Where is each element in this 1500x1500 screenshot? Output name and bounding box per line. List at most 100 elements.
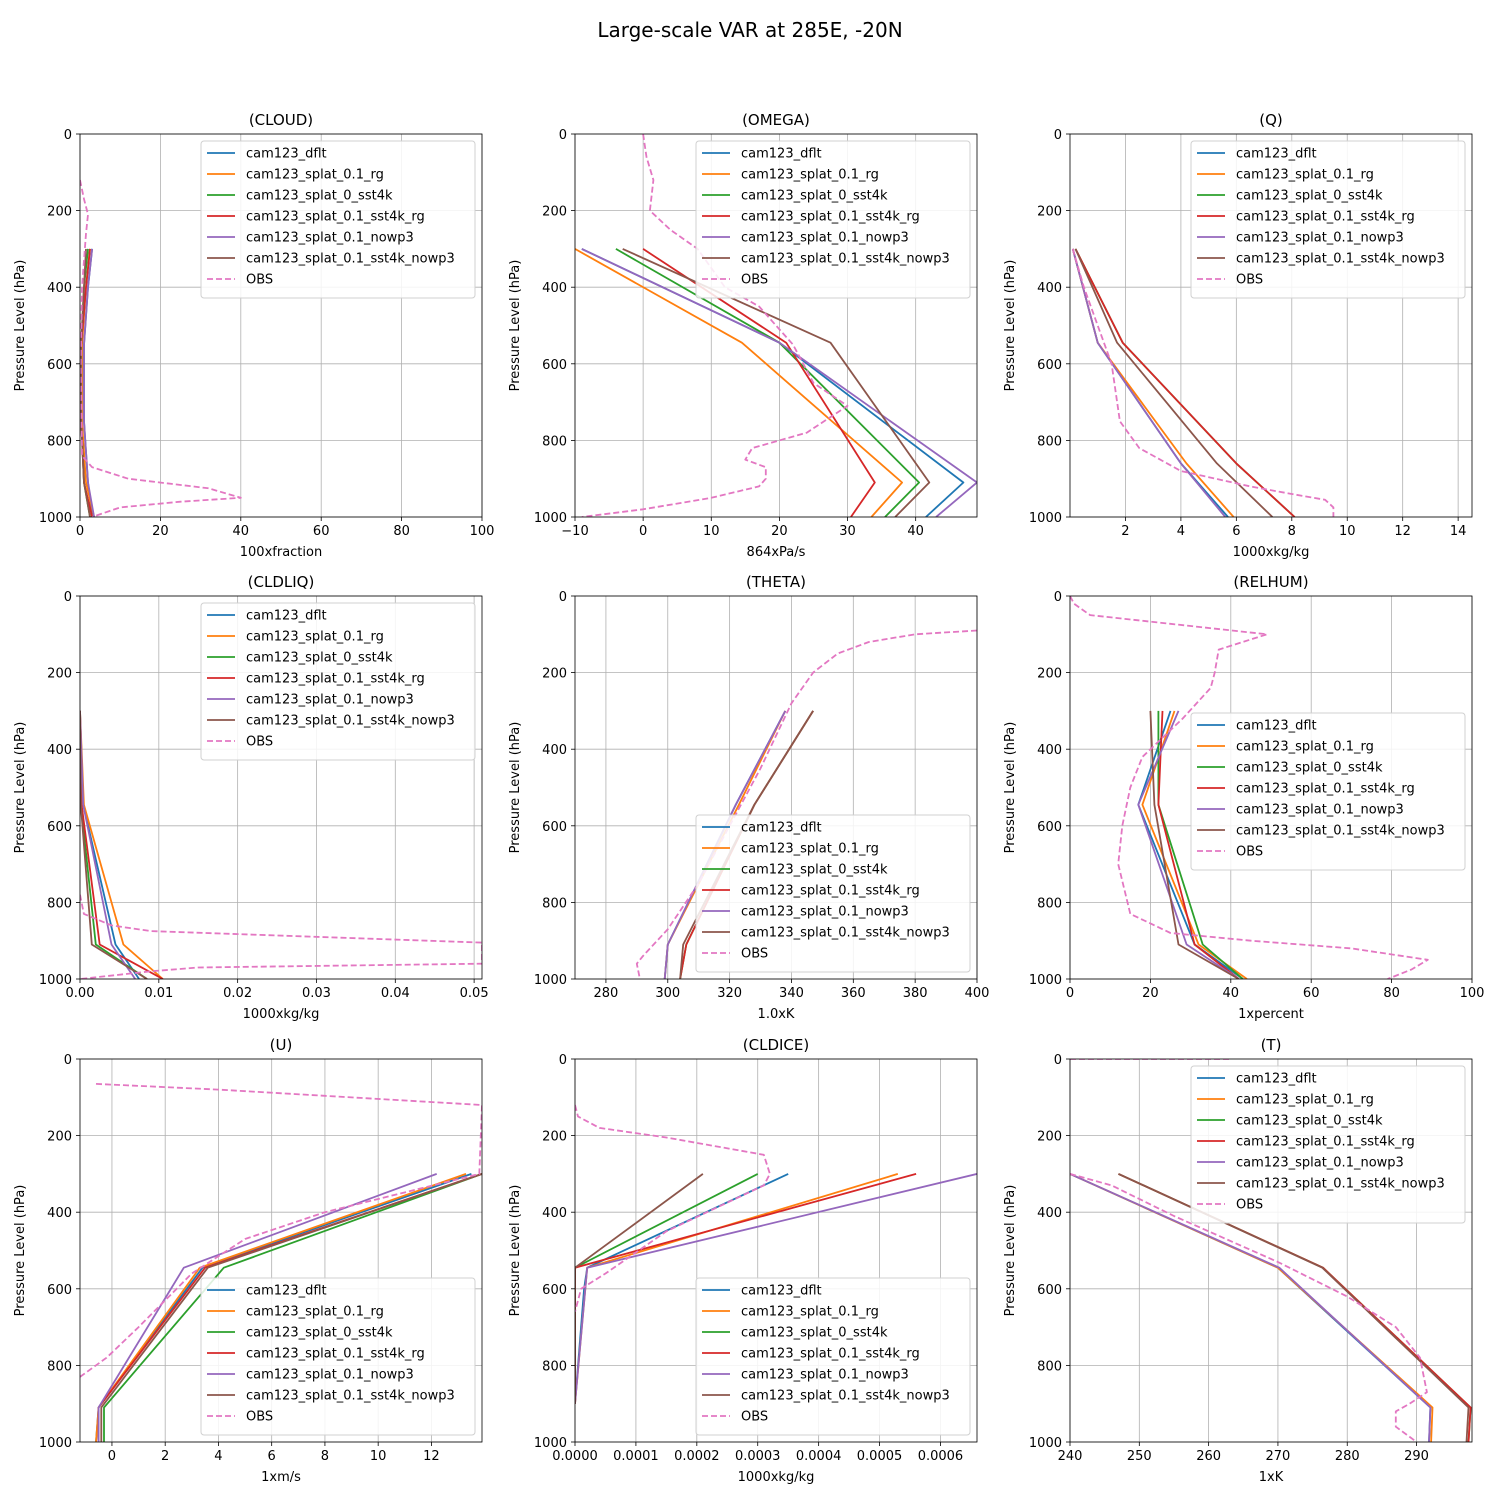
legend: cam123_dflt cam123_splat_0.1_rg cam123_spl… <box>1190 712 1466 871</box>
x-tick-label: 12 <box>1394 524 1411 539</box>
x-tick-label: 0 <box>1066 986 1074 1001</box>
legend-label: cam123_splat_0.1_sst4k_nowp3 <box>1236 1177 1445 1192</box>
y-tick-label: 400 <box>47 743 72 758</box>
x-tick-label: 2 <box>1121 524 1129 539</box>
x-tick-label: 2 <box>161 1449 169 1464</box>
legend-label: cam123_splat_0_sst4k <box>246 189 393 204</box>
y-tick-label: 600 <box>47 1283 72 1298</box>
x-tick-label: 250 <box>1127 1449 1152 1464</box>
series-line-cam123_splat_0-1_rg <box>575 248 903 517</box>
y-tick-label: 600 <box>47 358 72 373</box>
legend: cam123_dflt cam123_splat_0.1_rg cam123_spl… <box>695 1277 971 1436</box>
x-tick-label: 10 <box>370 1449 387 1464</box>
y-tick-label: 200 <box>1037 667 1062 682</box>
legend-label: cam123_splat_0.1_rg <box>741 168 879 183</box>
subplot-title: (OMEGA) <box>742 111 810 129</box>
y-tick-label: 1000 <box>39 511 72 526</box>
legend-label: OBS <box>1236 845 1263 860</box>
series-line-OBS <box>1070 596 1429 979</box>
y-tick-label: 400 <box>47 281 72 296</box>
legend-label: cam123_splat_0.1_rg <box>246 1305 384 1320</box>
x-tick-label: 30 <box>839 524 856 539</box>
x-tick-label: 0.0001 <box>613 1449 659 1464</box>
legend-label: cam123_dflt <box>246 1284 327 1299</box>
x-tick-label: 10 <box>703 524 720 539</box>
legend-label: cam123_splat_0.1_sst4k_nowp3 <box>1236 252 1445 267</box>
legend-label: OBS <box>741 1410 768 1425</box>
legend: cam123_dflt cam123_splat_0.1_rg cam123_spl… <box>1190 1065 1466 1224</box>
series-line-cam123_splat_0-1_sst4k_nowp3 <box>1074 248 1274 517</box>
series-group <box>1071 248 1335 517</box>
x-tick-label: 6 <box>1232 524 1240 539</box>
x-tick-label: 240 <box>1058 1449 1083 1464</box>
y-tick-label: 400 <box>1037 1206 1062 1221</box>
x-tick-label: 280 <box>1335 1449 1360 1464</box>
y-tick-label: 800 <box>542 896 567 911</box>
legend-box <box>695 140 971 299</box>
series-line-cam123_splat_0_sst4k <box>103 1173 482 1442</box>
legend-box <box>200 140 476 299</box>
subplot-cloud: 0 20 40 60 80 10002004006008001000(CLOUD)100x… <box>13 111 494 560</box>
y-tick-label: 400 <box>542 743 567 758</box>
y-tick-label: 200 <box>542 1130 567 1145</box>
y-tick-label: 1000 <box>534 1436 567 1451</box>
y-tick-label: 1000 <box>39 973 72 988</box>
y-tick-label: 200 <box>1037 205 1062 220</box>
legend-label: cam123_splat_0.1_sst4k_rg <box>246 210 425 225</box>
legend-label: cam123_splat_0.1_sst4k_rg <box>246 672 425 687</box>
x-tick-label: 320 <box>717 986 742 1001</box>
axes-frame <box>574 595 978 980</box>
axes-frame <box>1069 133 1473 518</box>
x-tick-label: 0.04 <box>381 986 410 1001</box>
x-tick-label: 300 <box>655 986 680 1001</box>
y-tick-label: 1000 <box>1029 1436 1062 1451</box>
x-tick-label: 20 <box>1142 986 1159 1001</box>
subplot-title: (U) <box>270 1036 293 1054</box>
subplot-title: (Q) <box>1259 111 1283 129</box>
series-line-cam123_splat_0-1_sst4k_rg <box>575 1173 917 1404</box>
x-axis-label: 1xm/s <box>261 1470 301 1485</box>
series-group <box>1070 596 1429 979</box>
series-line-cam123_splat_0-1_nowp3 <box>97 1173 438 1442</box>
legend-label: cam123_splat_0.1_nowp3 <box>741 905 909 920</box>
legend-label: cam123_splat_0.1_nowp3 <box>1236 1156 1404 1171</box>
legend-label: cam123_splat_0_sst4k <box>741 1326 888 1341</box>
y-tick-label: 800 <box>542 1359 567 1374</box>
y-axis-label: Pressure Level (hPa) <box>508 260 523 392</box>
series-line-OBS <box>80 1083 482 1378</box>
legend-label: cam123_splat_0.1_sst4k_nowp3 <box>741 1389 950 1404</box>
x-tick-label: −10 <box>561 524 588 539</box>
x-tick-label: 260 <box>1196 1449 1221 1464</box>
x-tick-label: 6 <box>268 1449 276 1464</box>
legend-label: OBS <box>741 273 768 288</box>
series-line-OBS <box>80 179 242 517</box>
legend-label: cam123_splat_0.1_rg <box>741 842 879 857</box>
y-axis-label: Pressure Level (hPa) <box>13 1185 28 1317</box>
y-tick-label: 200 <box>542 205 567 220</box>
legend-label: OBS <box>1236 273 1263 288</box>
x-axis-label: 1000xkg/kg <box>243 1007 320 1022</box>
legend-label: cam123_splat_0_sst4k <box>1236 761 1383 776</box>
y-axis-label: Pressure Level (hPa) <box>508 1185 523 1317</box>
series-group <box>575 1104 977 1404</box>
legend: cam123_dflt cam123_splat_0.1_rg cam123_spl… <box>200 140 476 299</box>
x-axis-label: 1000xkg/kg <box>1233 545 1310 560</box>
legend-label: cam123_splat_0.1_nowp3 <box>246 693 414 708</box>
x-tick-label: 20 <box>771 524 788 539</box>
legend-label: cam123_splat_0.1_rg <box>1236 740 1374 755</box>
y-tick-label: 1000 <box>534 973 567 988</box>
series-line-OBS <box>635 629 977 979</box>
legend-label: OBS <box>246 735 273 750</box>
x-tick-label: 290 <box>1404 1449 1429 1464</box>
x-tick-label: 0.01 <box>144 986 173 1001</box>
y-tick-label: 200 <box>1037 1130 1062 1145</box>
subplot-cldice: 0.0000 0.0001 0.0002 0.0003 0.0004 0.0005 0.00… <box>508 1036 978 1485</box>
x-tick-label: 100 <box>470 524 495 539</box>
y-tick-label: 400 <box>542 1206 567 1221</box>
x-tick-label: 360 <box>841 986 866 1001</box>
y-tick-label: 1000 <box>534 511 567 526</box>
legend-box <box>695 1277 971 1436</box>
legend-label: cam123_splat_0_sst4k <box>1236 189 1383 204</box>
y-tick-label: 400 <box>542 281 567 296</box>
